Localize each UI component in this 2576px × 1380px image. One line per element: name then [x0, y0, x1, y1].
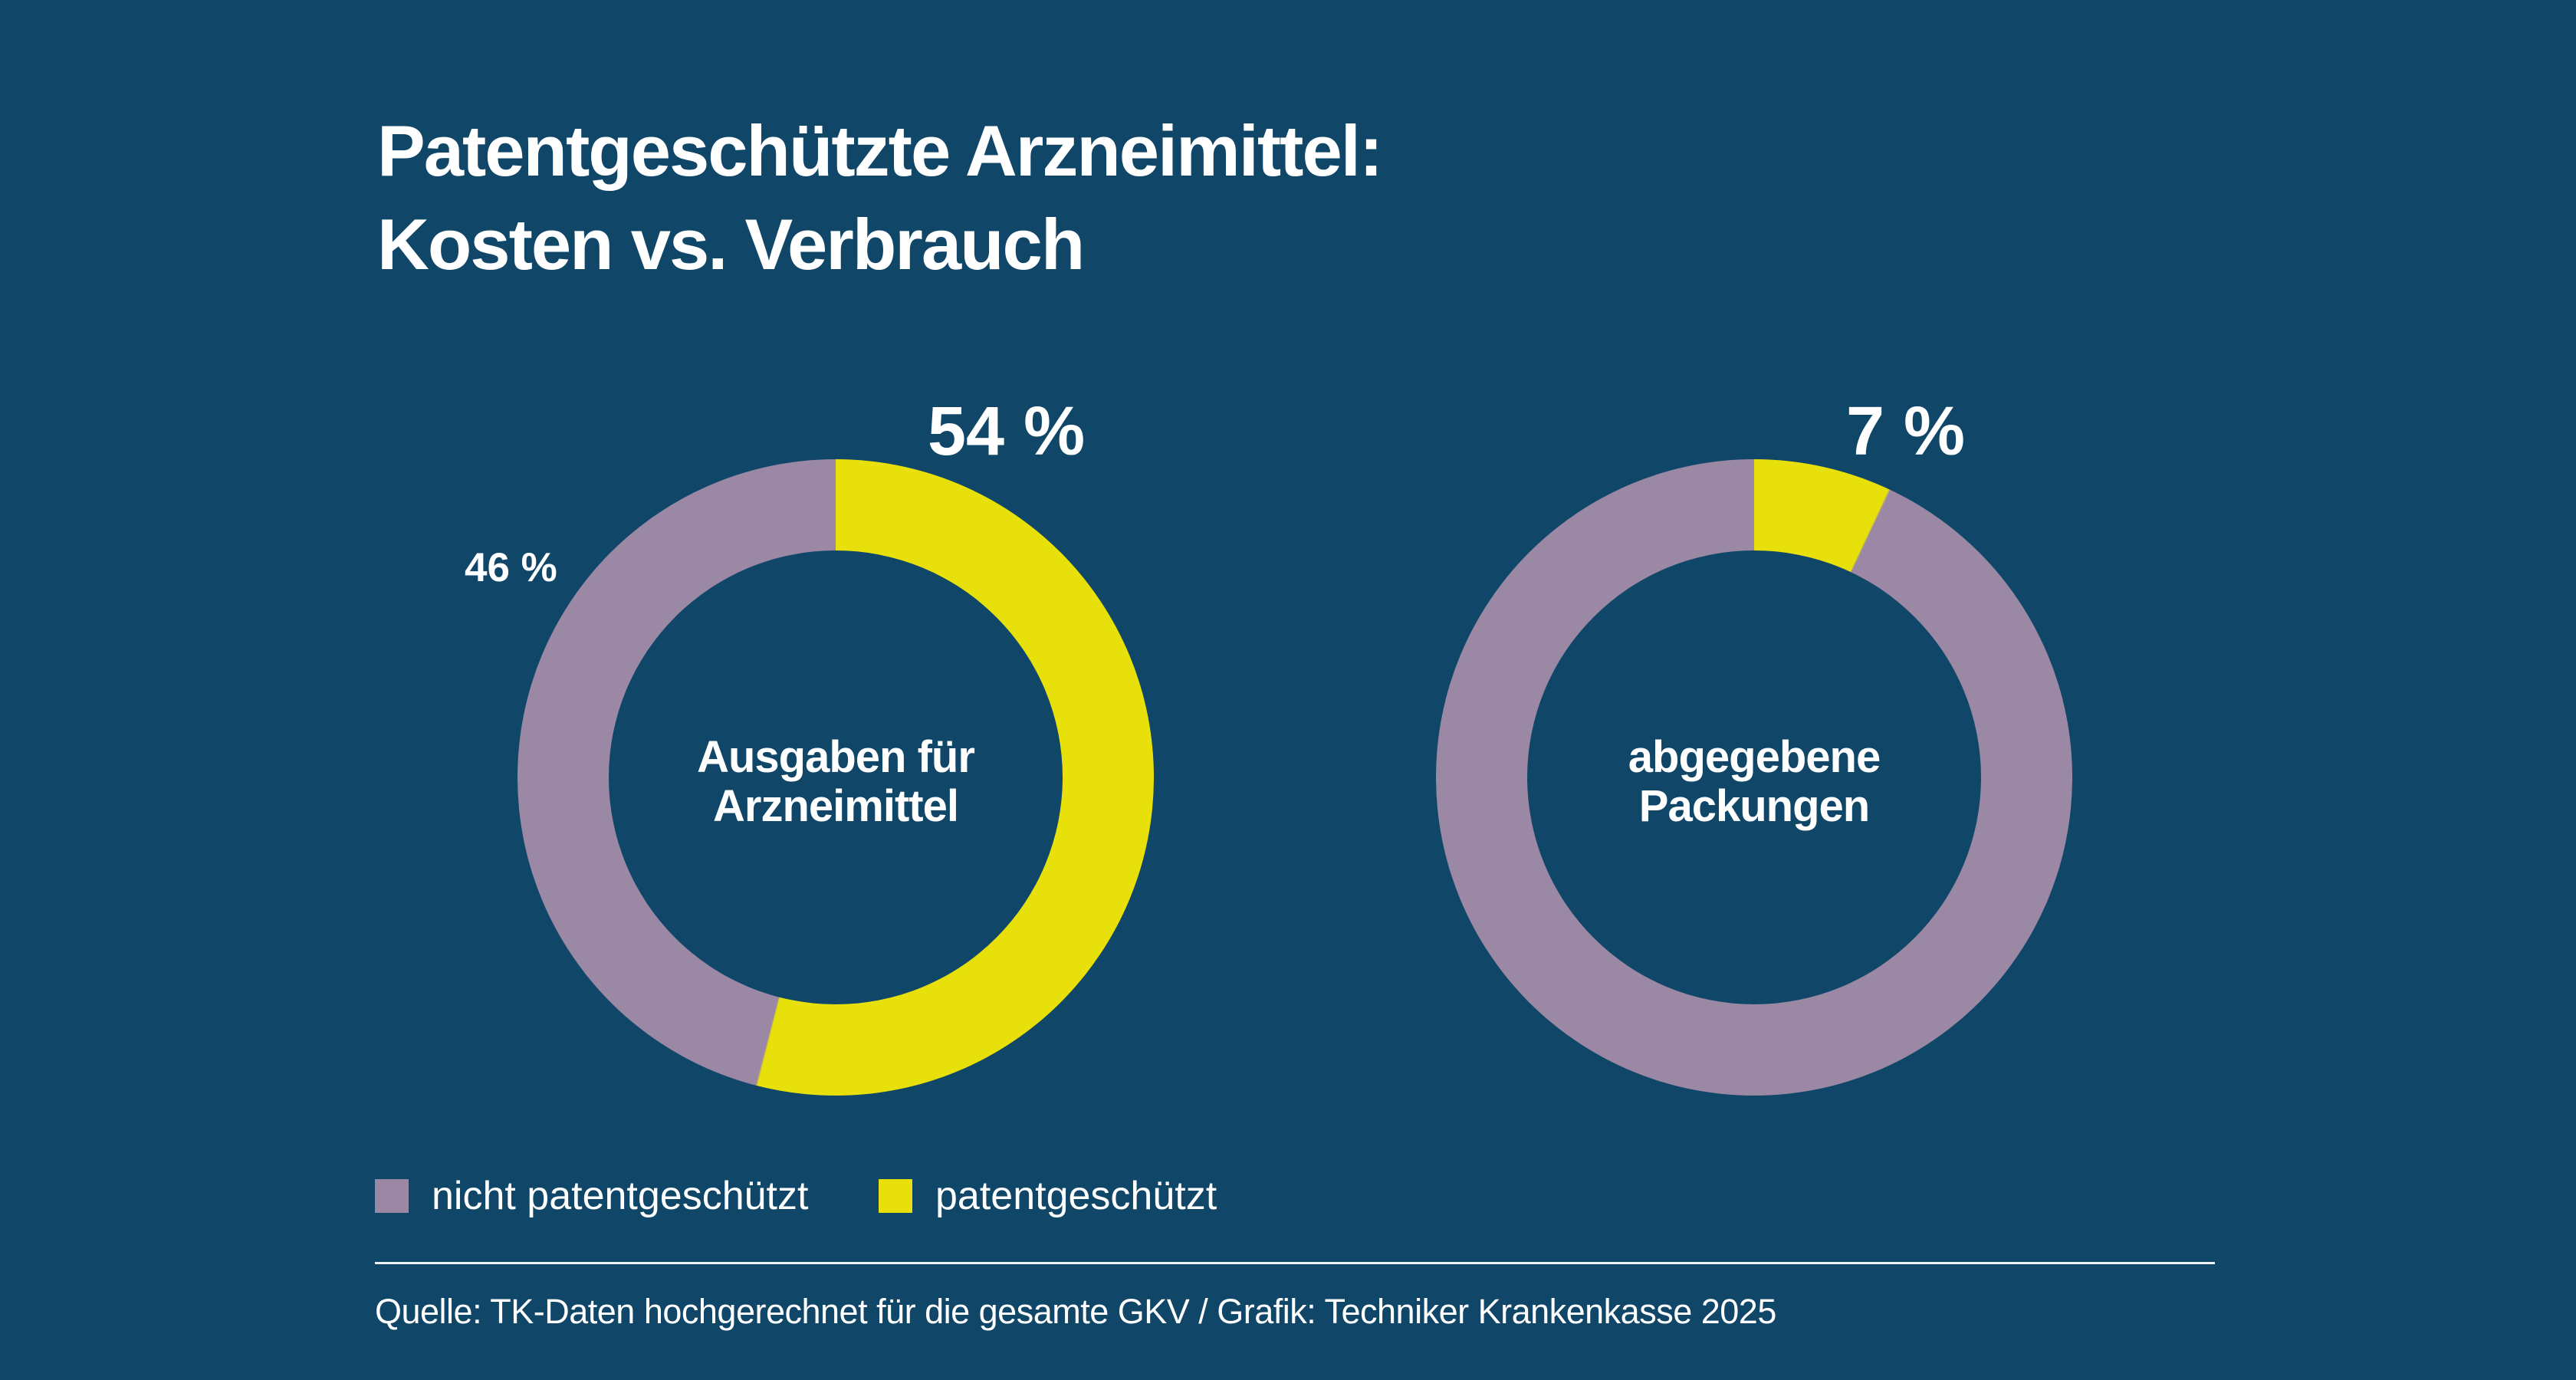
donut-center-label-packages: abgegebene Packungen	[1628, 732, 1881, 831]
donut-center-label-packages-line2: Packungen	[1638, 781, 1870, 831]
donut-hole-expenses: Ausgaben für Arzneimittel	[609, 550, 1063, 1004]
donut-center-label-expenses-line1: Ausgaben für	[697, 732, 975, 782]
packages-patented-value-label: 7 %	[1846, 393, 1966, 470]
page-title-line1: Patentgeschützte Arzneimittel:	[377, 110, 1383, 191]
page-title: Patentgeschützte Arzneimittel: Kosten vs.…	[377, 104, 1383, 291]
expenses-nonpatented-value-label: 46 %	[465, 545, 557, 590]
legend-color-patented	[879, 1179, 912, 1213]
legend-label-patented: patentgeschützt	[935, 1174, 1217, 1218]
legend-label-not-patented: nicht patentgeschützt	[432, 1174, 809, 1218]
donut-chart-packages: abgegebene Packungen	[1436, 459, 2072, 1096]
legend: nicht patentgeschützt patentgeschützt	[0, 1174, 2576, 1218]
expenses-patented-value-label: 54 %	[928, 393, 1086, 470]
donut-center-label-expenses: Ausgaben für Arzneimittel	[697, 732, 975, 831]
legend-color-not-patented	[375, 1179, 409, 1213]
donut-chart-expenses: Ausgaben für Arzneimittel	[518, 459, 1154, 1096]
legend-item-patented: patentgeschützt	[879, 1174, 1217, 1218]
donut-center-label-packages-line1: abgegebene	[1628, 732, 1881, 782]
divider-line	[375, 1262, 2215, 1264]
page-title-line2: Kosten vs. Verbrauch	[377, 204, 1085, 284]
donut-center-label-expenses-line2: Arzneimittel	[713, 781, 959, 831]
source-note: Quelle: TK-Daten hochgerechnet für die g…	[375, 1292, 1776, 1331]
donut-hole-packages: abgegebene Packungen	[1527, 550, 1981, 1004]
legend-item-not-patented: nicht patentgeschützt	[375, 1174, 809, 1218]
